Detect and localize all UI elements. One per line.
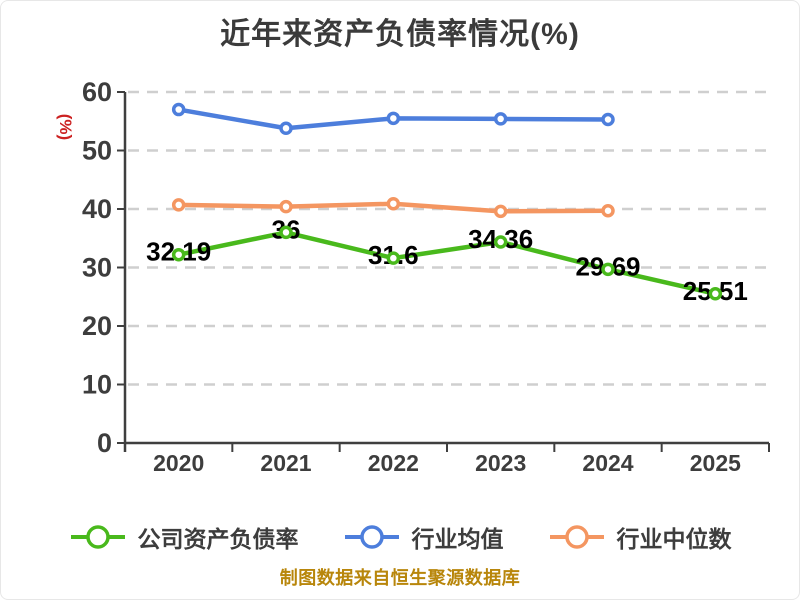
data-point-marker [493, 235, 508, 249]
y-tick-label: 10 [82, 370, 112, 400]
y-tick-label: 30 [82, 253, 112, 283]
data-point-marker [601, 262, 615, 277]
series-line [176, 230, 718, 297]
data-point-marker [279, 121, 293, 136]
x-tick-label: 2024 [582, 450, 633, 476]
legend-item-2[interactable]: 行业均值 [343, 520, 504, 554]
y-tick-label: 50 [82, 136, 112, 166]
data-point-marker [493, 112, 508, 126]
legend-label: 公司资产负债率 [137, 526, 299, 552]
data-point-marker [386, 251, 401, 265]
legend-label: 行业均值 [411, 526, 504, 552]
data-point-marker [171, 198, 186, 212]
data-source-note: 制图数据来自恒生聚源数据库 [279, 568, 521, 588]
x-tick-label: 2020 [153, 450, 204, 476]
data-point-marker [493, 204, 508, 219]
data-point-marker [601, 112, 615, 127]
y-tick-label: 60 [82, 77, 112, 107]
data-point-marker [601, 204, 615, 218]
x-tick-label: 2022 [368, 450, 419, 476]
data-point-marker [386, 111, 401, 126]
y-tick-label: 20 [82, 311, 112, 341]
data-point-marker [386, 196, 401, 211]
chart-legend: 公司资产负债率 行业均值 行业中位数 [1, 518, 799, 556]
legend-item-1[interactable]: 公司资产负债率 [69, 520, 299, 554]
data-point-marker [171, 247, 186, 262]
x-tick-label: 2025 [690, 450, 741, 476]
data-point-marker [708, 287, 723, 301]
legend-item-3[interactable]: 行业中位数 [548, 520, 732, 554]
legend-marker-icon [70, 525, 125, 549]
y-tick-label: 40 [82, 194, 112, 224]
data-point-marker [279, 225, 293, 240]
legend-marker-icon [344, 525, 399, 549]
legend-marker-icon [549, 525, 604, 549]
data-point-marker [279, 199, 293, 214]
x-tick-label: 2023 [475, 450, 526, 476]
legend-label: 行业中位数 [616, 526, 732, 552]
data-point-marker [171, 102, 186, 117]
x-tick-label: 2021 [260, 450, 311, 476]
chart-title: 近年来资产负债率情况(%) [220, 18, 580, 51]
y-tick-label: 0 [97, 428, 112, 458]
